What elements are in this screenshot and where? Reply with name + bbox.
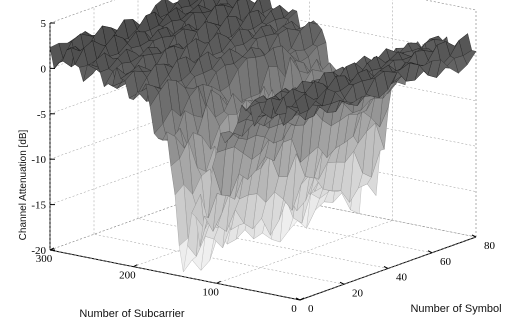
- y-tick: [471, 234, 477, 238]
- y-tick: [427, 250, 433, 254]
- wall-grid-line: [225, 186, 477, 238]
- y-axis-label: Number of Symbol: [410, 303, 501, 315]
- wall-grid-line: [225, 141, 477, 192]
- z-tick-label: 0: [41, 63, 47, 75]
- z-tick-label: -5: [37, 109, 47, 121]
- y-tick-label: 80: [484, 240, 496, 252]
- x-tick: [49, 247, 55, 251]
- x-tick: [133, 264, 138, 268]
- z-tick-label: -10: [31, 154, 46, 166]
- wall-grid-line: [225, 50, 477, 102]
- y-tick: [339, 281, 345, 285]
- x-tick-label: 200: [119, 270, 136, 282]
- x-tick: [216, 280, 221, 284]
- y-tick: [383, 266, 389, 269]
- x-tick: [299, 297, 305, 301]
- y-tick-label: 60: [440, 256, 452, 268]
- floor-grid-line: [49, 249, 301, 301]
- x-tick-label: 0: [291, 303, 297, 315]
- x-axis-ticks: 0 100 200 300: [36, 247, 305, 315]
- surface-facet: [295, 93, 310, 115]
- x-tick-label: 300: [36, 253, 53, 265]
- z-axis-ticks: 5 0 -5 -10 -15 -20: [31, 18, 55, 257]
- wall-grid-line: [424, 0, 477, 11]
- y-tick: [295, 297, 301, 301]
- x-tick-label: 100: [202, 286, 219, 298]
- z-axis-label: Channel Attenuation [dB]: [18, 129, 29, 240]
- z-tick-label: 5: [41, 18, 47, 30]
- wall-grid-line: [225, 95, 477, 147]
- floor-grid-line: [93, 234, 345, 285]
- y-tick-label: 20: [352, 287, 364, 299]
- surface-facet: [213, 0, 220, 7]
- surface-plot: [49, 0, 477, 273]
- x-axis-label: Number of Subcarrier: [79, 308, 184, 320]
- z-tick-label: -15: [31, 200, 46, 212]
- y-tick-label: 40: [396, 272, 408, 284]
- y-tick-label: 0: [308, 303, 314, 315]
- y-axis-ticks: 0 20 40 60 80: [295, 234, 496, 315]
- z-tick-label: -20: [31, 245, 46, 257]
- wall-grid-line: [49, 95, 227, 160]
